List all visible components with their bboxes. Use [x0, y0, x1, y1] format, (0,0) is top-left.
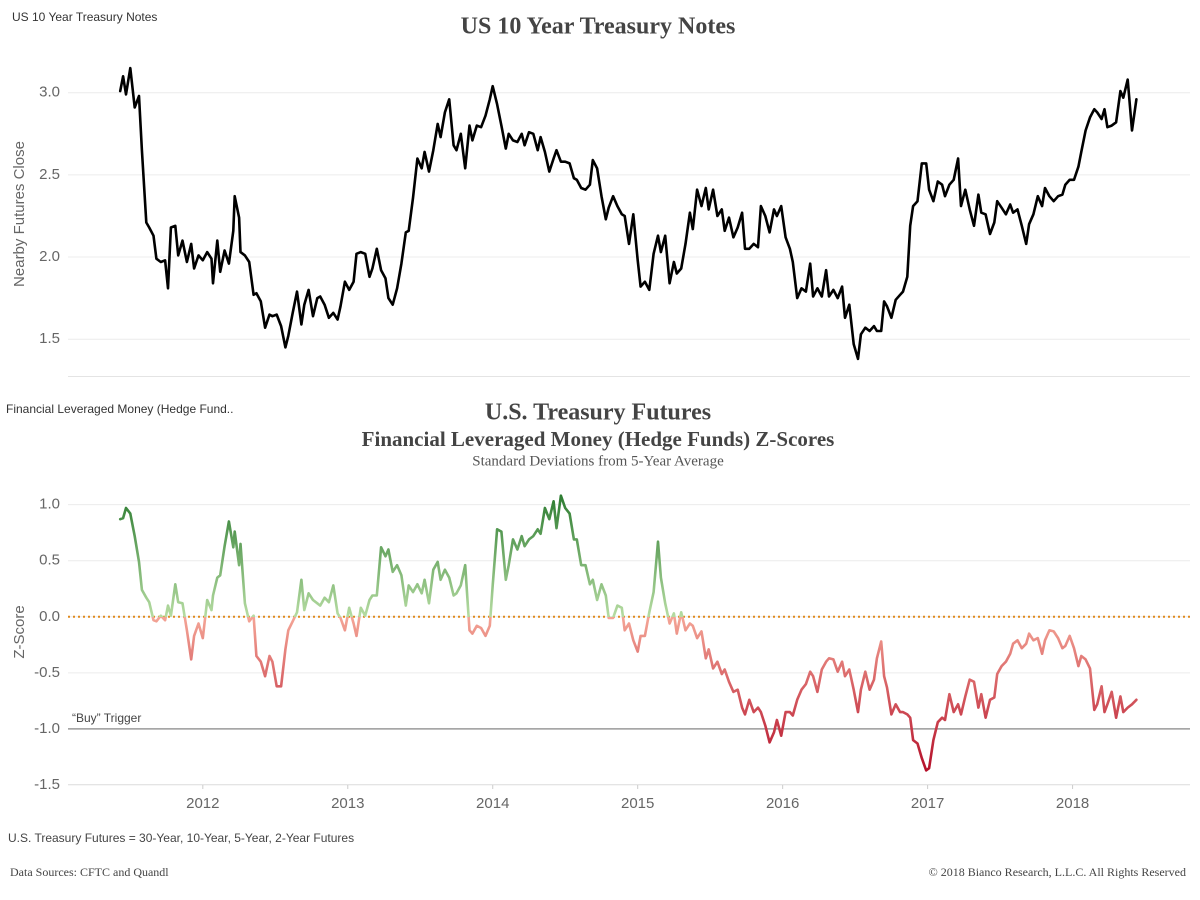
copyright: © 2018 Bianco Research, L.L.C. All Right…	[929, 865, 1186, 879]
y-tick-label: 2.5	[39, 166, 60, 183]
y-tick-label: 0.5	[39, 552, 60, 569]
data-line	[118, 494, 1138, 772]
chart-title: US 10 Year Treasury Notes	[461, 14, 736, 40]
x-tick-label: 2018	[1056, 795, 1089, 812]
y-tick-label: -1.5	[34, 776, 60, 793]
data-line	[118, 66, 1138, 361]
y-axis-label: Z-Score	[11, 605, 28, 658]
x-tick-label: 2014	[476, 795, 509, 812]
y-tick-label: 3.0	[39, 84, 60, 101]
y-tick-label: -1.0	[34, 720, 60, 737]
y-tick-label: 1.0	[39, 496, 60, 513]
y-tick-label: -0.5	[34, 664, 60, 681]
sources: Data Sources: CFTC and Quandl	[10, 865, 169, 879]
y-tick-label: 1.5	[39, 330, 60, 347]
chart-title: U.S. Treasury Futures	[485, 400, 711, 426]
sheet-name: US 10 Year Treasury Notes	[12, 10, 157, 24]
sheet-name: Financial Leveraged Money (Hedge Fund..	[6, 402, 233, 416]
reference-label: “Buy” Trigger	[72, 711, 141, 725]
y-tick-label: 2.0	[39, 248, 60, 265]
chart-subtitle: Financial Leveraged Money (Hedge Funds) …	[362, 427, 835, 451]
x-tick-label: 2015	[621, 795, 654, 812]
y-axis-label: Nearby Futures Close	[11, 141, 28, 287]
x-tick-label: 2012	[186, 795, 219, 812]
footnote: U.S. Treasury Futures = 30-Year, 10-Year…	[8, 831, 354, 845]
x-tick-label: 2013	[331, 795, 364, 812]
chart-description: Standard Deviations from 5-Year Average	[472, 453, 724, 469]
x-tick-label: 2017	[911, 795, 944, 812]
x-tick-label: 2016	[766, 795, 799, 812]
y-tick-label: 0.0	[39, 608, 60, 625]
